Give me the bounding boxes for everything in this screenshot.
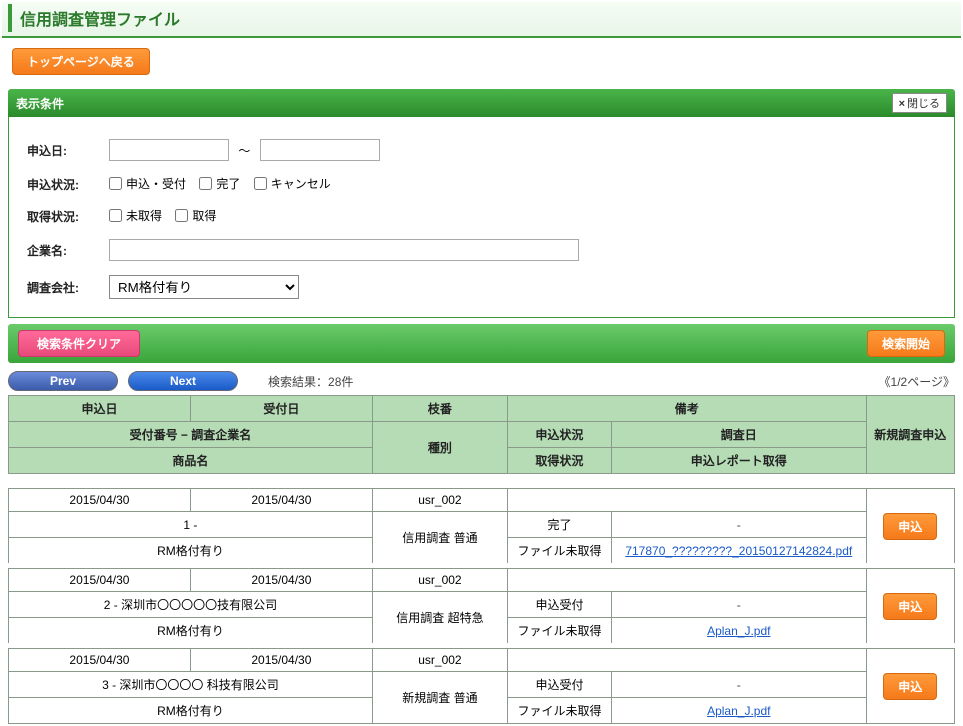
page-indicator: 《1/2ページ》	[879, 373, 955, 390]
chk-not-acquired[interactable]: 未取得	[109, 207, 162, 224]
panel-title: 表示条件	[16, 95, 64, 112]
cell-remark	[507, 489, 866, 512]
cell-company: 1 -	[9, 512, 373, 538]
cell-type: 信用調査 普通	[372, 512, 507, 566]
prev-button[interactable]: Prev	[8, 371, 118, 391]
th-branch: 枝番	[372, 396, 507, 422]
report-link[interactable]: Aplan_J.pdf	[707, 624, 770, 638]
label-company: 企業名:	[23, 233, 103, 267]
cell-apply-date: 2015/04/30	[9, 649, 191, 672]
cell-recv-date: 2015/04/30	[190, 489, 372, 512]
cell-survey-date: -	[611, 672, 866, 698]
chk-acquired[interactable]: 取得	[175, 207, 216, 224]
cell-survey-date: -	[611, 592, 866, 618]
apply-button[interactable]: 申込	[883, 513, 937, 540]
cell-apply-date: 2015/04/30	[9, 489, 191, 512]
cell-recv-date: 2015/04/30	[190, 569, 372, 592]
th-type: 種別	[372, 422, 507, 474]
report-link[interactable]: 717870_?????????_20150127142824.pdf	[625, 544, 852, 558]
th-get-status: 取得状況	[507, 448, 611, 474]
th-recv-date: 受付日	[190, 396, 372, 422]
chk-apply-receive[interactable]: 申込・受付	[109, 175, 186, 192]
label-apply-status: 申込状況:	[23, 169, 103, 199]
cell-product: RM格付有り	[9, 618, 373, 646]
cell-branch: usr_002	[372, 489, 507, 512]
cell-report: 717870_?????????_20150127142824.pdf	[611, 538, 866, 566]
panel-close-button[interactable]: 閉じる	[892, 93, 947, 113]
table-row: 3 - 深圳市〇〇〇〇 科技有限公司新規調査 普通申込受付-	[9, 672, 955, 698]
cell-apply-status: 申込受付	[507, 672, 611, 698]
th-report: 申込レポート取得	[611, 448, 866, 474]
page-title: 信用調査管理ファイル	[8, 4, 961, 32]
cell-get-status: ファイル未取得	[507, 538, 611, 566]
th-recv-no-company: 受付番号 − 調査企業名	[9, 422, 373, 448]
cell-branch: usr_002	[372, 569, 507, 592]
next-button[interactable]: Next	[128, 371, 238, 391]
cell-company: 2 - 深圳市〇〇〇〇〇技有限公司	[9, 592, 373, 618]
chk-cancel[interactable]: キャンセル	[254, 175, 331, 192]
cell-remark	[507, 569, 866, 592]
th-remark: 備考	[507, 396, 866, 422]
search-start-button[interactable]: 検索開始	[867, 330, 945, 357]
th-new-apply: 新規調査申込	[866, 396, 954, 474]
agency-select[interactable]: RM格付有り	[109, 275, 299, 299]
cell-branch: usr_002	[372, 649, 507, 672]
cell-report: Aplan_J.pdf	[611, 698, 866, 724]
cell-apply-status: 申込受付	[507, 592, 611, 618]
cell-product: RM格付有り	[9, 538, 373, 566]
clear-conditions-button[interactable]: 検索条件クリア	[18, 330, 140, 357]
date-separator: 〜	[232, 144, 256, 158]
results-data-table: 2015/04/302015/04/30usr_002申込1 - 信用調査 普通…	[8, 488, 955, 724]
cell-apply-status: 完了	[507, 512, 611, 538]
table-row: 2015/04/302015/04/30usr_002申込	[9, 489, 955, 512]
cell-report: Aplan_J.pdf	[611, 618, 866, 646]
th-apply-date: 申込日	[9, 396, 191, 422]
cell-get-status: ファイル未取得	[507, 698, 611, 724]
cell-product: RM格付有り	[9, 698, 373, 724]
report-link[interactable]: Aplan_J.pdf	[707, 704, 770, 718]
results-header-table: 申込日 受付日 枝番 備考 新規調査申込 受付番号 − 調査企業名 種別 申込状…	[8, 395, 955, 474]
cell-apply-date: 2015/04/30	[9, 569, 191, 592]
cell-type: 信用調査 超特急	[372, 592, 507, 646]
top-back-button[interactable]: トップページへ戻る	[12, 48, 150, 75]
th-survey-date: 調査日	[611, 422, 866, 448]
apply-date-from-input[interactable]	[109, 139, 229, 161]
cell-get-status: ファイル未取得	[507, 618, 611, 646]
company-name-input[interactable]	[109, 239, 579, 261]
apply-button[interactable]: 申込	[883, 593, 937, 620]
label-get-status: 取得状況:	[23, 201, 103, 231]
apply-date-to-input[interactable]	[260, 139, 380, 161]
cell-survey-date: -	[611, 512, 866, 538]
cell-remark	[507, 649, 866, 672]
cell-company: 3 - 深圳市〇〇〇〇 科技有限公司	[9, 672, 373, 698]
apply-button[interactable]: 申込	[883, 673, 937, 700]
chk-complete[interactable]: 完了	[199, 175, 240, 192]
th-apply-status: 申込状況	[507, 422, 611, 448]
table-row: 2 - 深圳市〇〇〇〇〇技有限公司信用調査 超特急申込受付-	[9, 592, 955, 618]
result-count: 検索結果：28件	[268, 373, 353, 390]
th-product: 商品名	[9, 448, 373, 474]
label-agency: 調査会社:	[23, 269, 103, 305]
table-row: 1 - 信用調査 普通完了-	[9, 512, 955, 538]
cell-type: 新規調査 普通	[372, 672, 507, 724]
cell-recv-date: 2015/04/30	[190, 649, 372, 672]
label-apply-date: 申込日:	[23, 133, 103, 167]
table-row: 2015/04/302015/04/30usr_002申込	[9, 569, 955, 592]
table-row: 2015/04/302015/04/30usr_002申込	[9, 649, 955, 672]
